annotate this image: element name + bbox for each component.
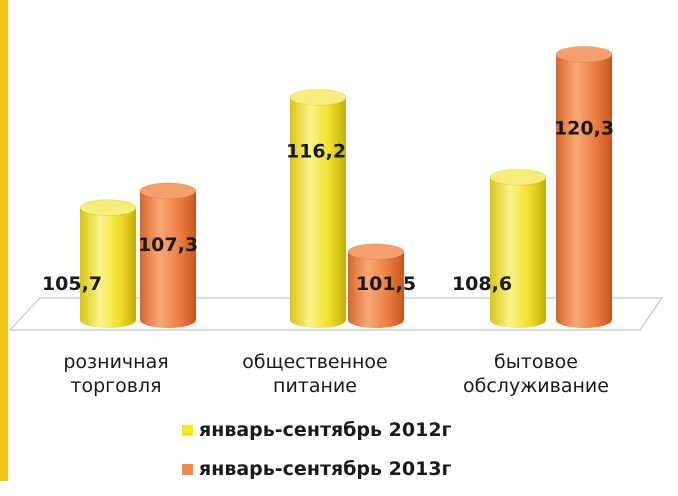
bar-body	[490, 177, 546, 320]
bar-body	[80, 207, 136, 320]
chart-legend: январь-сентябрь 2012г январь-сентябрь 20…	[182, 418, 451, 496]
legend-item-2013: январь-сентябрь 2013г	[182, 457, 451, 481]
data-label-2012-2: 108,6	[452, 273, 512, 295]
bar-top	[489, 168, 547, 186]
data-label-2013-0: 107,3	[138, 234, 198, 256]
left-accent-stripe	[0, 0, 8, 481]
category-label-line: питание	[273, 375, 357, 397]
bar-body	[556, 54, 612, 320]
legend-label-2013: январь-сентябрь 2013г	[199, 458, 452, 480]
bar-2012-0	[79, 199, 137, 328]
category-label-catering: общественное питание	[215, 350, 415, 398]
bar-2012-2	[489, 168, 547, 328]
category-label-line: розничная	[63, 351, 169, 373]
bar-top	[347, 243, 405, 261]
data-label-2012-1: 116,2	[286, 140, 346, 162]
bar-top	[289, 88, 347, 106]
category-label-line: обслуживание	[463, 375, 609, 397]
legend-label-2012: январь-сентябрь 2012г	[199, 419, 452, 441]
data-label-2013-2: 120,3	[554, 117, 614, 139]
bar-2013-1	[347, 243, 405, 328]
bar-2012-1	[289, 88, 347, 328]
data-label-2013-1: 101,5	[356, 273, 416, 295]
category-label-retail: розничная торговля	[16, 350, 216, 398]
bar-body	[290, 97, 346, 321]
bar-top	[139, 182, 197, 200]
category-label-services: бытовое обслуживание	[436, 350, 636, 398]
data-label-2012-0: 105,7	[42, 273, 102, 295]
bar-2013-2	[555, 45, 613, 328]
bar-body	[140, 190, 196, 320]
bar-top	[555, 45, 613, 63]
category-label-line: бытовое	[494, 351, 578, 373]
category-label-line: торговля	[70, 375, 162, 397]
legend-swatch-2012	[182, 424, 193, 436]
bar-top	[79, 199, 137, 217]
cylinder-bar-chart: 105,7 116,2 108,6 107,3 101,5 120,3	[8, 45, 664, 331]
bar-2013-0	[139, 182, 197, 328]
legend-swatch-2013	[182, 463, 193, 475]
bar-body	[348, 251, 404, 320]
category-label-line: общественное	[242, 351, 388, 373]
legend-item-2012: январь-сентябрь 2012г	[182, 418, 451, 442]
